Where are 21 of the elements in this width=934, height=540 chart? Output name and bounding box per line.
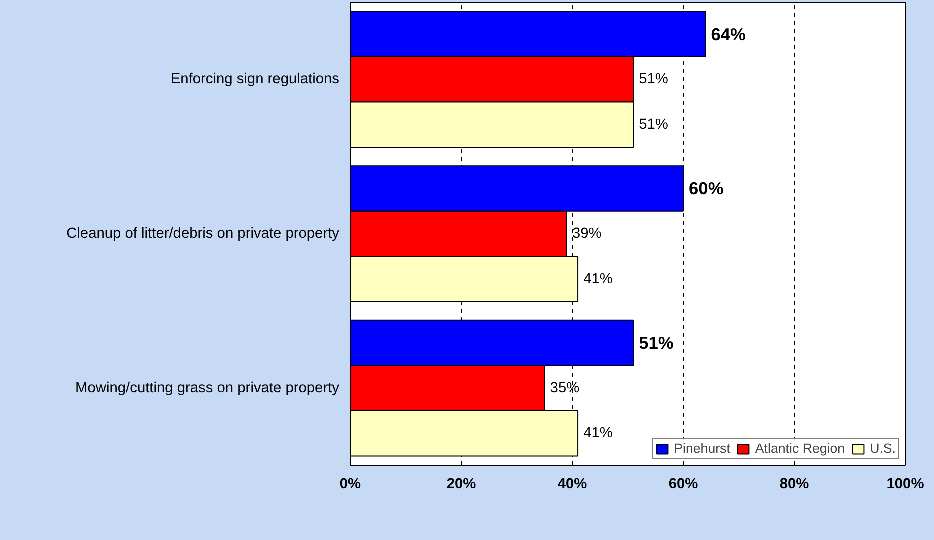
- data-label: 39%: [572, 226, 602, 242]
- data-label: 51%: [639, 116, 668, 133]
- legend-label: Pinehurst: [674, 441, 730, 456]
- data-label: 35%: [550, 380, 580, 396]
- data-label: 51%: [639, 333, 674, 354]
- y-tick-label: Cleanup of litter/debris on private property: [66, 226, 340, 242]
- data-label: 60%: [689, 178, 724, 199]
- data-label: 51%: [639, 72, 668, 88]
- x-tick-label: 100%: [886, 476, 924, 492]
- x-tick-label: 0%: [340, 476, 362, 492]
- x-tick-label: 40%: [558, 476, 588, 492]
- y-tick-label: Enforcing sign regulations: [170, 72, 340, 88]
- data-label: 41%: [584, 426, 613, 442]
- x-tick-label: 60%: [668, 476, 698, 492]
- legend-label: U.S.: [870, 441, 896, 456]
- x-tick-label: 20%: [446, 476, 476, 492]
- y-tick-label: Mowing/cutting grass on private property: [76, 380, 340, 396]
- legend-label: Atlantic Region: [755, 441, 846, 456]
- data-label: 64%: [711, 24, 746, 44]
- x-tick-label: 80%: [780, 476, 810, 492]
- data-label: 41%: [584, 271, 613, 288]
